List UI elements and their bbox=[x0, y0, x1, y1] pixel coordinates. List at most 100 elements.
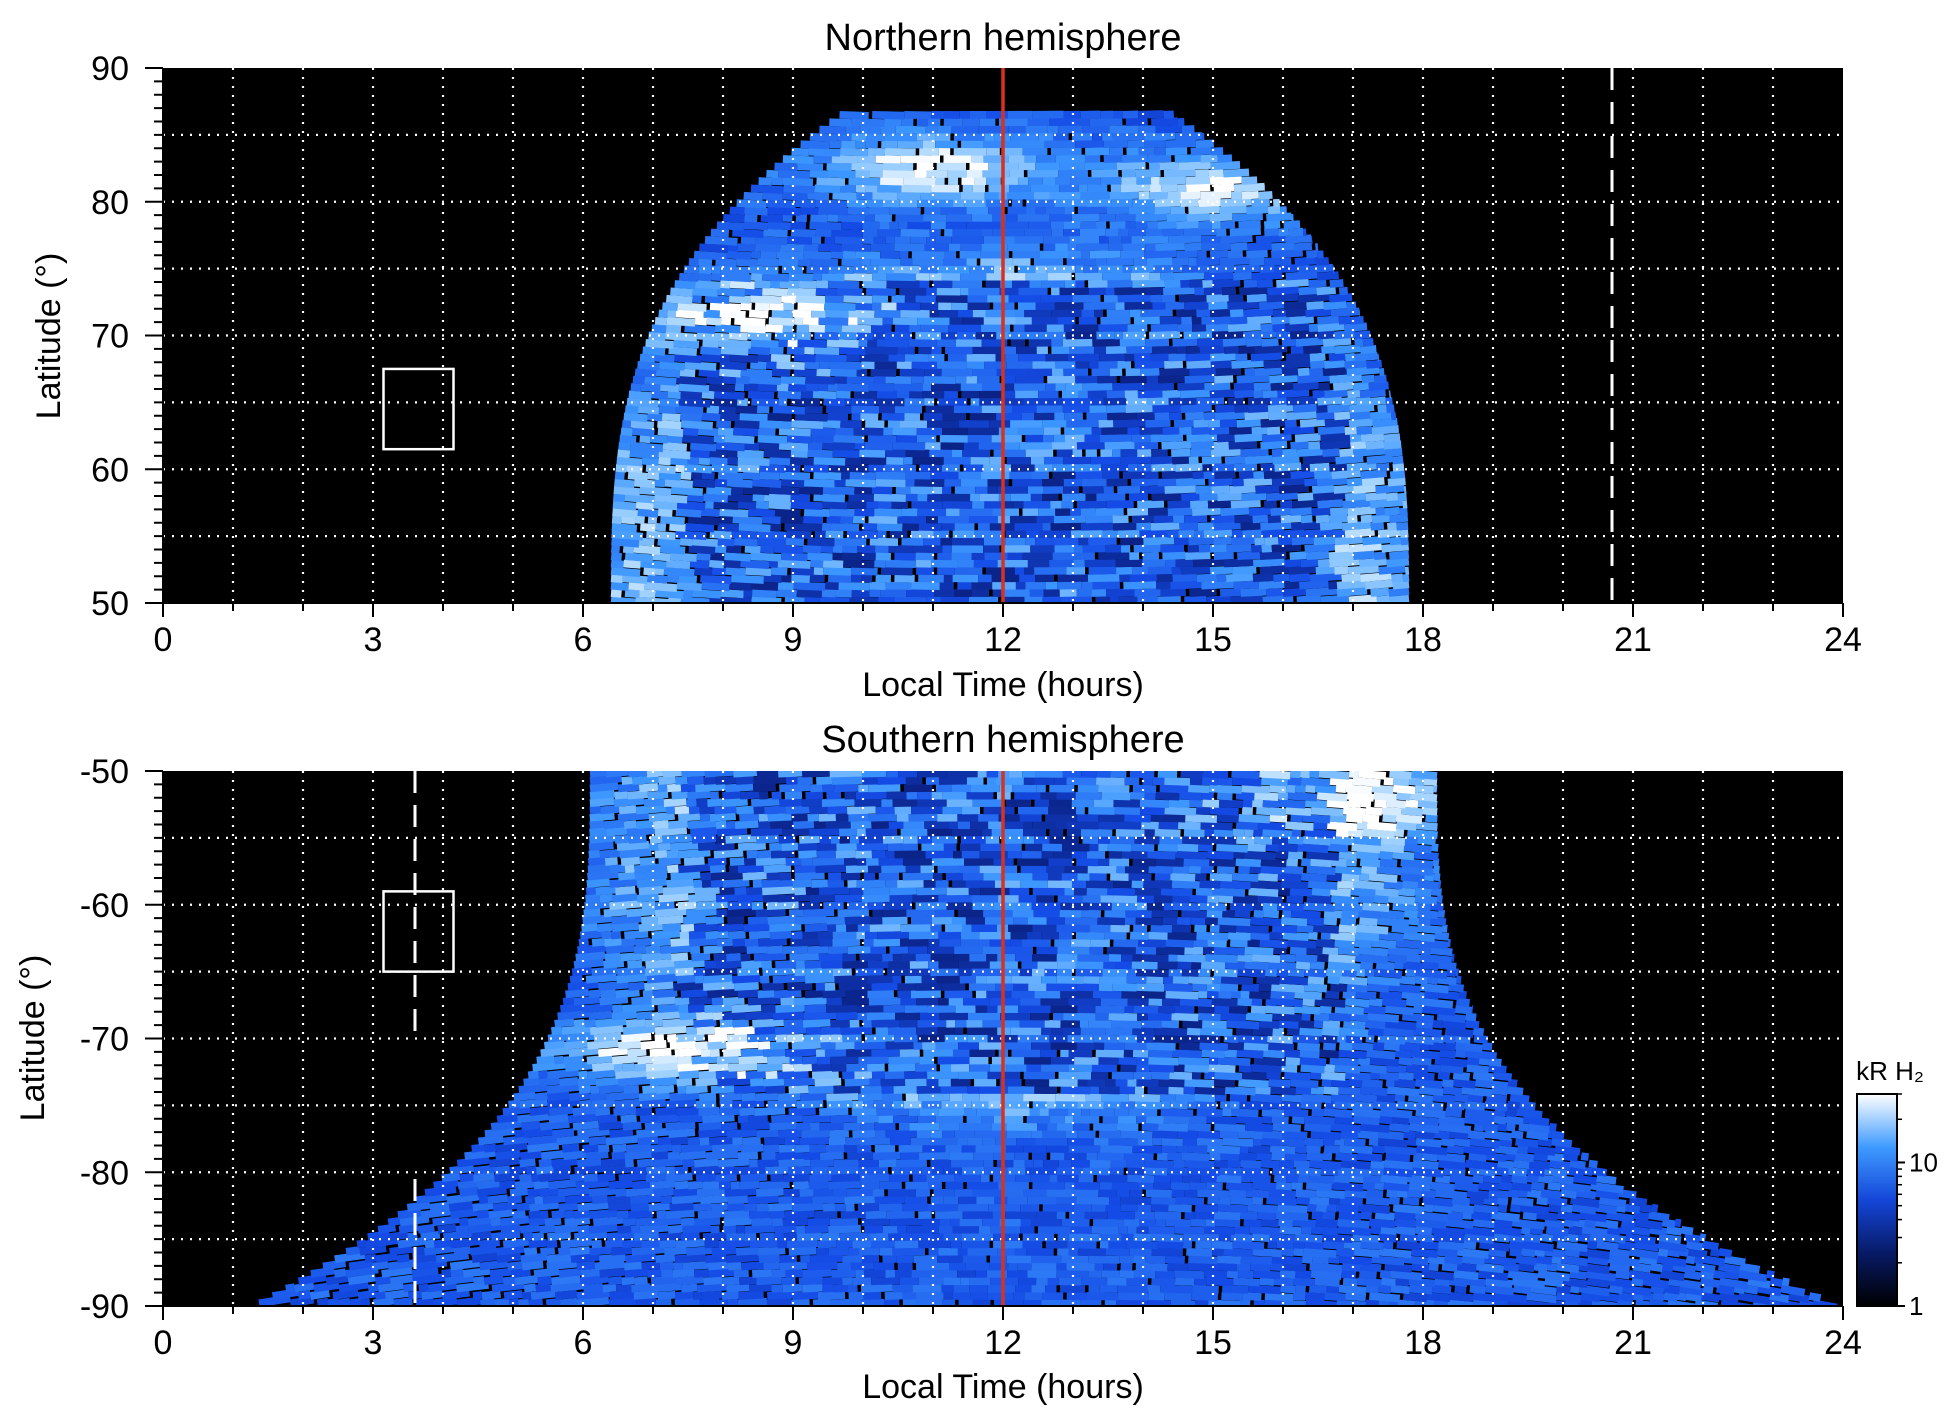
heatmap-streak bbox=[1304, 1122, 1332, 1133]
heatmap-streak bbox=[1608, 1284, 1624, 1295]
heatmap-streak bbox=[1314, 1277, 1340, 1287]
heatmap-streak bbox=[814, 1210, 838, 1219]
heatmap-streak bbox=[622, 1063, 635, 1072]
heatmap-streak bbox=[1328, 514, 1348, 524]
heatmap-streak bbox=[633, 544, 661, 555]
heatmap-streak bbox=[1416, 1019, 1434, 1030]
heatmap-streak bbox=[790, 449, 808, 458]
heatmap-streak bbox=[1271, 476, 1305, 487]
heatmap-streak bbox=[1201, 1049, 1225, 1059]
heatmap-streak bbox=[1223, 168, 1250, 178]
heatmap-streak bbox=[767, 1290, 793, 1300]
heatmap-streak bbox=[1231, 212, 1264, 222]
heatmap-streak bbox=[572, 1120, 600, 1131]
heatmap-streak bbox=[1373, 1042, 1385, 1051]
heatmap-streak bbox=[1311, 1108, 1324, 1117]
heatmap-streak bbox=[1266, 426, 1281, 435]
heatmap-streak bbox=[1349, 410, 1371, 421]
heatmap-streak bbox=[660, 515, 685, 526]
heatmap-streak bbox=[769, 1121, 797, 1131]
heatmap-streak bbox=[1560, 1203, 1574, 1213]
heatmap-streak bbox=[1236, 1049, 1264, 1059]
heatmap-streak bbox=[912, 544, 943, 554]
heatmap-streak bbox=[481, 1290, 502, 1300]
heatmap-streak bbox=[813, 471, 842, 481]
heatmap-streak bbox=[884, 147, 916, 157]
heatmap-streak bbox=[1170, 1100, 1188, 1110]
heatmap-streak bbox=[514, 1129, 524, 1138]
heatmap-streak bbox=[564, 1216, 591, 1227]
heatmap-streak bbox=[1569, 1159, 1586, 1170]
heatmap-streak bbox=[1272, 1012, 1302, 1023]
heatmap-streak bbox=[546, 1068, 579, 1080]
heatmap-streak bbox=[1178, 529, 1195, 538]
heatmap-streak bbox=[1266, 1196, 1297, 1207]
heatmap-streak bbox=[1246, 315, 1272, 325]
heatmap-streak bbox=[1359, 1064, 1388, 1074]
heatmap-streak bbox=[551, 1157, 578, 1168]
heatmap-streak bbox=[1318, 382, 1330, 391]
heatmap-streak bbox=[755, 500, 769, 510]
heatmap-streak bbox=[1213, 441, 1229, 450]
heatmap-streak bbox=[704, 500, 714, 510]
heatmap-streak bbox=[1148, 485, 1165, 494]
heatmap-streak bbox=[739, 1276, 757, 1286]
heatmap-streak bbox=[1309, 1159, 1342, 1170]
heatmap-streak bbox=[831, 1173, 861, 1183]
heatmap-streak bbox=[1157, 595, 1181, 603]
heatmap-streak bbox=[1356, 426, 1373, 435]
heatmap-streak bbox=[598, 1120, 624, 1131]
heatmap-streak bbox=[1193, 419, 1209, 428]
heatmap-streak bbox=[680, 412, 703, 422]
heatmap-streak bbox=[1657, 1247, 1669, 1258]
heatmap-streak bbox=[828, 1224, 862, 1234]
heatmap-streak bbox=[1310, 1086, 1324, 1095]
heatmap-streak bbox=[1634, 1218, 1663, 1231]
heatmap-streak bbox=[678, 383, 710, 393]
heatmap-streak bbox=[381, 1266, 413, 1278]
heatmap-streak bbox=[1557, 1211, 1581, 1222]
heatmap-streak bbox=[1207, 990, 1219, 999]
heatmap-streak bbox=[1713, 1270, 1726, 1280]
heatmap-streak bbox=[808, 324, 826, 333]
heatmap-streak bbox=[874, 1122, 896, 1131]
heatmap-streak bbox=[1126, 1159, 1145, 1168]
heatmap-streak bbox=[1699, 1270, 1715, 1280]
heatmap-streak bbox=[834, 427, 854, 436]
heatmap-streak bbox=[1128, 1093, 1161, 1103]
heatmap-streak bbox=[1596, 1240, 1619, 1252]
heatmap-streak bbox=[1465, 1049, 1497, 1061]
heatmap-streak bbox=[655, 368, 681, 378]
heatmap-streak bbox=[432, 1215, 460, 1227]
heatmap-streak bbox=[450, 1268, 464, 1278]
heatmap-streak bbox=[780, 552, 808, 562]
heatmap-streak bbox=[1352, 381, 1370, 391]
heatmap-streak bbox=[792, 1202, 824, 1212]
heatmap-streak bbox=[693, 1202, 712, 1212]
heatmap-streak bbox=[613, 1063, 624, 1072]
heatmap-streak bbox=[668, 596, 682, 603]
heatmap-streak bbox=[1157, 1122, 1189, 1132]
heatmap-streak bbox=[1407, 1189, 1423, 1199]
heatmap-streak bbox=[1160, 294, 1176, 303]
heatmap-streak bbox=[827, 1165, 859, 1175]
heatmap-streak bbox=[1192, 558, 1225, 568]
heatmap-streak bbox=[816, 1056, 831, 1065]
heatmap-streak bbox=[845, 1137, 860, 1146]
heatmap-streak bbox=[1081, 478, 1107, 487]
heatmap-streak bbox=[692, 294, 702, 304]
heatmap-streak bbox=[1482, 1042, 1493, 1051]
heatmap-streak bbox=[671, 1144, 682, 1153]
heatmap-streak bbox=[1263, 1049, 1285, 1059]
heatmap-streak bbox=[866, 1063, 885, 1072]
heatmap-streak bbox=[793, 353, 816, 363]
heatmap-streak bbox=[872, 191, 898, 201]
heatmap-streak bbox=[1244, 367, 1255, 377]
heatmap-streak bbox=[1247, 396, 1271, 406]
heatmap-streak bbox=[693, 250, 727, 261]
heatmap-streak bbox=[1088, 1019, 1112, 1029]
heatmap-streak bbox=[718, 405, 737, 414]
heatmap-streak bbox=[857, 316, 883, 326]
heatmap-streak bbox=[701, 390, 715, 399]
